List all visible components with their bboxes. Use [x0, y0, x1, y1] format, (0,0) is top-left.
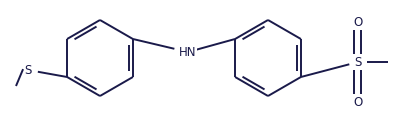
Text: O: O	[352, 15, 362, 29]
Text: HN: HN	[179, 45, 196, 59]
Text: S: S	[354, 55, 361, 69]
Text: S: S	[24, 63, 32, 77]
Text: O: O	[352, 96, 362, 108]
